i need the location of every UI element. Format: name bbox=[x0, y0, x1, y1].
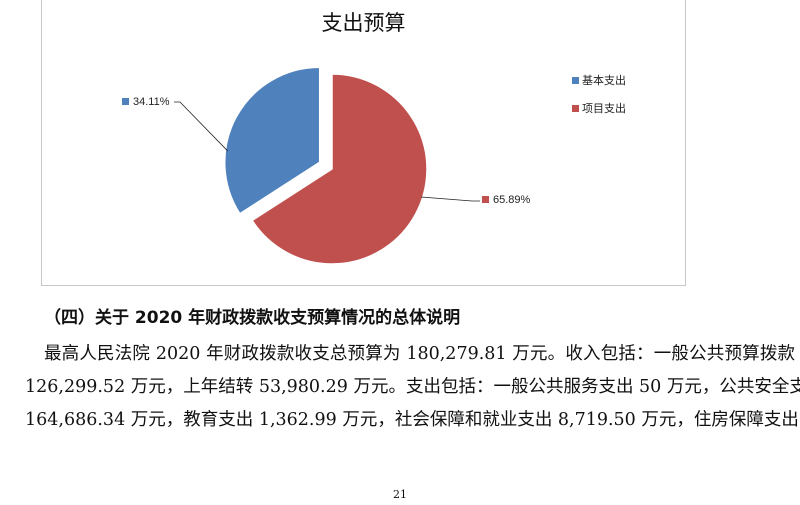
paragraph-line: 164,686.34 万元，教育支出 1,362.99 万元，社会保障和就业支出… bbox=[25, 410, 799, 430]
data-label-project: 65.89% bbox=[482, 194, 530, 206]
data-label-text: 65.89% bbox=[493, 194, 531, 206]
legend-item-project: 项目支出 bbox=[572, 100, 626, 116]
pie-slice-basic bbox=[223, 66, 321, 215]
legend-swatch bbox=[572, 76, 579, 84]
leader-line bbox=[420, 196, 480, 202]
legend-item-basic: 基本支出 bbox=[572, 72, 626, 88]
pie-chart: 支出预算 34.11% 65.89% 基本支出 项目支出 bbox=[41, 0, 686, 286]
data-label-marker bbox=[482, 196, 489, 203]
data-label-text: 34.11% bbox=[133, 96, 170, 108]
page-number: 21 bbox=[393, 488, 407, 501]
legend-label: 项目支出 bbox=[582, 102, 626, 115]
paragraph-line: 最高人民法院 2020 年财政拨款收支总预算为 180,279.81 万元。收入… bbox=[44, 344, 795, 364]
data-label-basic: 34.11% bbox=[122, 96, 170, 108]
legend-swatch bbox=[572, 104, 579, 112]
paragraph-line: 126,299.52 万元，上年结转 53,980.29 万元。支出包括：一般公… bbox=[25, 377, 800, 397]
pie-svg bbox=[174, 66, 480, 265]
pie-slice-project bbox=[251, 73, 428, 265]
section-heading: （四）关于 2020 年财政拨款收支预算情况的总体说明 bbox=[44, 308, 461, 328]
chart-title: 支出预算 bbox=[321, 11, 406, 35]
leader-line bbox=[174, 101, 229, 152]
legend-label: 基本支出 bbox=[582, 74, 626, 87]
data-label-marker bbox=[122, 98, 129, 105]
